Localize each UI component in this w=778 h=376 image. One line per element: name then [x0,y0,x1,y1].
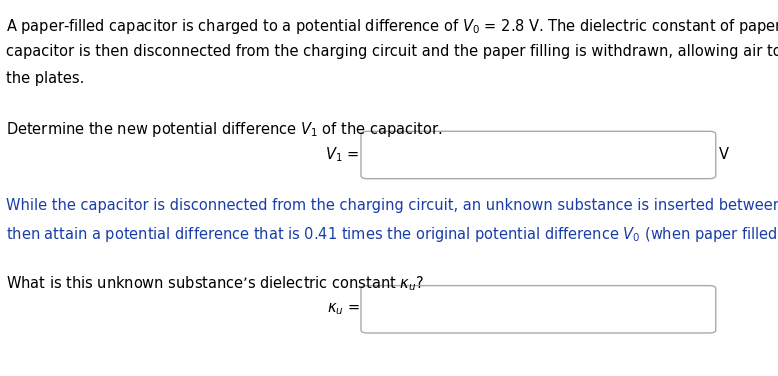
Text: then attain a potential difference that is 0.41 times the original potential dif: then attain a potential difference that … [6,225,778,244]
Text: What is this unknown substance’s dielectric constant $\kappa_u$?: What is this unknown substance’s dielect… [6,274,424,293]
Text: While the capacitor is disconnected from the charging circuit, an unknown substa: While the capacitor is disconnected from… [6,198,778,213]
Text: the plates.: the plates. [6,71,85,86]
FancyBboxPatch shape [361,286,716,333]
Text: $\kappa_u$ =: $\kappa_u$ = [327,302,359,317]
Text: $V_1$ =: $V_1$ = [325,146,359,164]
Text: A paper-filled capacitor is charged to a potential difference of $V_0$ = 2.8 V. : A paper-filled capacitor is charged to a… [6,17,778,36]
Text: V: V [719,147,729,162]
Text: Determine the new potential difference $V_1$ of the capacitor.: Determine the new potential difference $… [6,120,443,139]
Text: capacitor is then disconnected from the charging circuit and the paper filling i: capacitor is then disconnected from the … [6,44,778,59]
FancyBboxPatch shape [361,131,716,179]
